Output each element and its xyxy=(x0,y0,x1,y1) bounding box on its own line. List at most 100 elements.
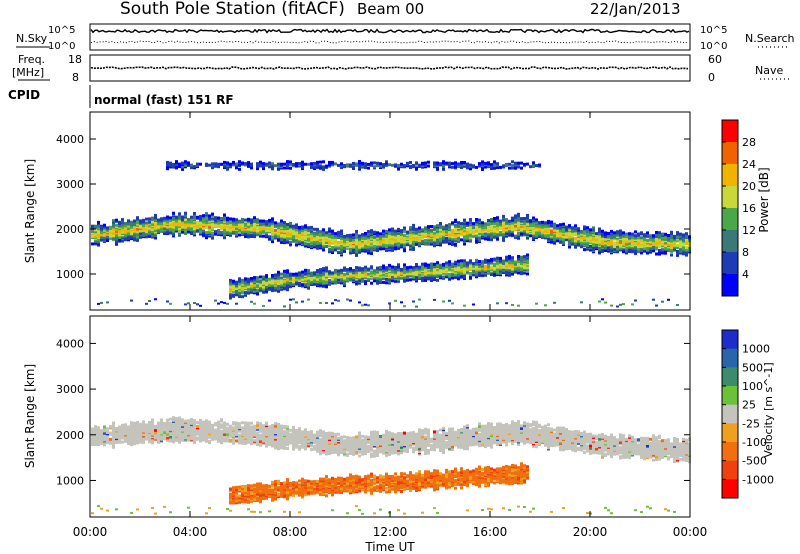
power-cell xyxy=(205,231,208,235)
power-cell xyxy=(433,298,436,301)
power-cell xyxy=(337,251,340,255)
power-cell xyxy=(400,271,403,275)
power-cell xyxy=(199,304,202,307)
power-cell xyxy=(415,273,418,277)
velocity-cell xyxy=(226,508,229,511)
power-cell xyxy=(349,267,352,271)
power-cell xyxy=(262,275,265,279)
power-cell xyxy=(124,233,127,237)
power-cell xyxy=(403,263,406,267)
power-cell xyxy=(616,245,619,249)
power-cell xyxy=(277,238,280,242)
power-cell xyxy=(235,293,238,297)
power-cell xyxy=(484,165,487,169)
y-tick-label: 3000 xyxy=(56,178,84,191)
power-cell xyxy=(331,271,334,275)
power-cell xyxy=(451,228,454,232)
power-cell xyxy=(397,263,400,267)
power-cell xyxy=(361,161,364,165)
power-cell xyxy=(520,166,523,170)
power-cell xyxy=(109,225,112,229)
power-cell xyxy=(268,161,271,165)
power-cell xyxy=(241,281,244,285)
power-cell xyxy=(169,302,172,305)
power-cell xyxy=(304,224,307,228)
power-cell xyxy=(313,278,316,282)
power-cell xyxy=(268,284,271,287)
power-cell xyxy=(169,227,172,231)
power-cell xyxy=(583,225,586,229)
power-cell xyxy=(229,228,232,232)
power-cell xyxy=(490,261,493,265)
power-cell xyxy=(262,234,265,238)
power-cell xyxy=(241,295,244,299)
power-cell xyxy=(208,230,211,234)
power-cell xyxy=(364,280,367,284)
power-cell xyxy=(103,223,106,227)
power-cell xyxy=(436,278,439,282)
power-cell xyxy=(313,161,316,165)
velocity-cell xyxy=(205,430,208,434)
power-cell xyxy=(277,165,280,169)
power-cell xyxy=(406,275,409,278)
power-cell xyxy=(505,220,508,224)
power-cell xyxy=(295,243,298,247)
velocity-cell xyxy=(142,423,145,426)
colorbar-tick-label: 8 xyxy=(742,246,749,259)
power-cell xyxy=(370,229,373,233)
power-cell xyxy=(244,222,247,226)
power-cell xyxy=(268,218,271,222)
power-cell xyxy=(385,160,388,164)
power-cell xyxy=(397,227,400,231)
power-cell xyxy=(472,262,475,266)
power-cell xyxy=(337,269,340,273)
power-cell xyxy=(523,217,526,220)
power-cell xyxy=(439,242,442,246)
velocity-cell xyxy=(229,509,232,512)
power-cell xyxy=(322,165,325,169)
power-cell xyxy=(274,273,277,277)
velocity-cell xyxy=(145,435,148,438)
power-cell xyxy=(271,236,274,240)
power-cell xyxy=(247,217,250,221)
power-cell xyxy=(274,164,277,168)
power-cell xyxy=(196,215,199,219)
power-cell xyxy=(373,244,376,248)
power-cell xyxy=(355,280,358,283)
power-cell xyxy=(187,161,190,165)
power-cell xyxy=(136,220,139,223)
power-cell xyxy=(454,161,457,165)
power-cell xyxy=(496,226,499,230)
power-cell xyxy=(346,234,349,238)
power-cell xyxy=(148,300,151,302)
power-cell xyxy=(403,234,406,238)
power-cell xyxy=(304,268,307,272)
power-cell xyxy=(178,162,181,166)
power-cell xyxy=(328,279,331,282)
power-cell xyxy=(196,162,199,166)
power-cell xyxy=(310,166,313,169)
power-cell xyxy=(133,237,136,241)
power-cell xyxy=(373,269,376,273)
power-cell xyxy=(571,242,574,246)
power-cell xyxy=(484,265,487,268)
power-cell xyxy=(247,280,250,284)
power-cell xyxy=(571,232,574,236)
power-cell xyxy=(475,225,478,229)
power-cell xyxy=(448,260,451,264)
power-cell xyxy=(214,230,217,234)
velocity-cell xyxy=(100,441,103,445)
power-cell xyxy=(289,298,292,301)
power-cell xyxy=(463,161,466,164)
power-cell xyxy=(211,162,214,166)
power-cell xyxy=(316,244,319,248)
power-cell xyxy=(166,163,169,167)
power-cell xyxy=(415,305,418,308)
power-cell xyxy=(376,161,379,165)
power-cell xyxy=(343,239,346,243)
power-cell xyxy=(298,162,301,165)
power-cell xyxy=(223,236,226,240)
power-cell xyxy=(412,164,415,167)
power-cell xyxy=(376,279,379,283)
power-cell xyxy=(232,217,235,221)
